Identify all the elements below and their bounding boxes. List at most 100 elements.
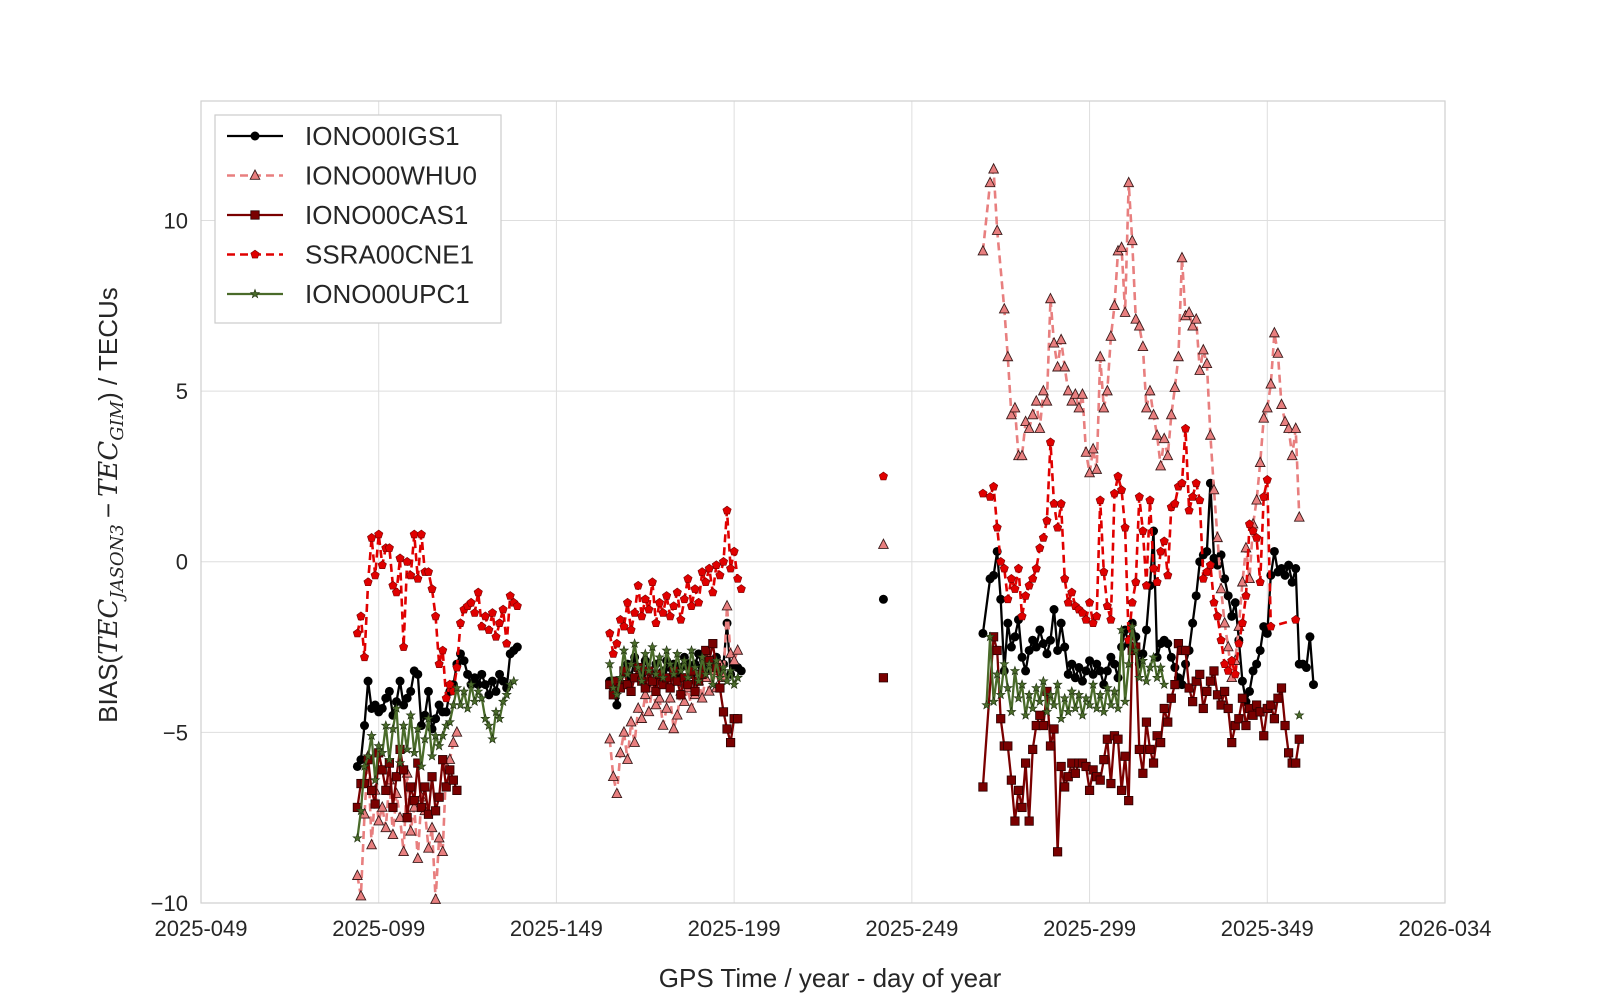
data-point-iono00upc1: [640, 648, 651, 659]
data-point-iono00whu0: [664, 691, 676, 703]
data-point-iono00igs1: [1202, 546, 1212, 556]
data-point-iono00whu0: [405, 824, 417, 836]
data-point-ssra00cne1: [1234, 638, 1244, 648]
data-point-iono00cas1: [430, 806, 441, 816]
data-point-iono00cas1: [1291, 758, 1301, 768]
data-point-iono00cas1: [1188, 697, 1198, 707]
data-point-iono00cas1: [1049, 724, 1059, 734]
data-point-iono00upc1: [999, 658, 1010, 669]
x-tick-label: 2025-149: [510, 916, 603, 941]
data-point-iono00igs1: [431, 714, 441, 724]
data-point-iono00whu0: [643, 705, 655, 717]
data-point-ssra00cne1: [662, 591, 672, 600]
data-point-iono00whu0: [629, 736, 641, 747]
data-point-iono00whu0: [1279, 415, 1291, 427]
data-point-iono00cas1: [1084, 785, 1095, 795]
data-point-iono00igs1: [1063, 669, 1073, 679]
data-point-iono00igs1: [1003, 618, 1013, 628]
data-point-iono00cas1: [448, 775, 458, 785]
data-point-iono00igs1: [1287, 577, 1297, 587]
data-point-iono00igs1: [480, 680, 490, 690]
data-point-ssra00cne1: [1113, 471, 1123, 481]
data-point-iono00upc1: [732, 672, 743, 683]
data-point-iono00igs1: [363, 676, 373, 686]
data-point-iono00cas1: [1184, 683, 1194, 693]
data-point-iono00cas1: [1120, 751, 1130, 761]
data-point-iono00upc1: [1130, 644, 1141, 655]
data-point-iono00upc1: [604, 658, 615, 669]
data-point-ssra00cne1: [1149, 563, 1159, 573]
data-point-iono00igs1: [1095, 666, 1105, 676]
data-point-iono00cas1: [1106, 778, 1116, 789]
data-point-ssra00cne1: [1230, 669, 1240, 679]
data-point-iono00igs1: [1088, 669, 1098, 679]
data-point-ssra00cne1: [711, 560, 721, 570]
data-point-iono00cas1: [676, 690, 686, 700]
data-point-ssra00cne1: [726, 563, 736, 573]
data-point-ssra00cne1: [1131, 577, 1141, 587]
data-point-iono00upc1: [632, 662, 644, 672]
data-point-iono00whu0: [696, 691, 708, 703]
data-point-iono00upc1: [984, 631, 996, 642]
data-point-iono00upc1: [693, 675, 704, 686]
data-point-iono00whu0: [611, 787, 623, 799]
series-line-iono00cas1: [981, 635, 1301, 853]
data-point-ssra00cne1: [992, 522, 1002, 532]
data-point-iono00cas1: [725, 738, 736, 748]
data-point-iono00whu0: [430, 893, 442, 904]
data-point-ssra00cne1: [1255, 577, 1265, 587]
data-point-iono00whu0: [977, 244, 989, 256]
data-point-ssra00cne1: [352, 628, 362, 638]
data-point-ssra00cne1: [630, 608, 640, 617]
data-point-iono00upc1: [650, 668, 662, 679]
data-point-ssra00cne1: [665, 611, 675, 621]
x-tick-label: 2025-199: [688, 916, 781, 941]
data-point-iono00igs1: [1056, 618, 1066, 628]
data-point-ssra00cne1: [455, 618, 466, 628]
data-point-iono00upc1: [391, 702, 402, 713]
series-ssra00cne1: [352, 423, 1301, 703]
data-point-iono00upc1: [416, 761, 427, 771]
data-point-iono00whu0: [1087, 442, 1099, 454]
data-point-iono00whu0: [1069, 388, 1081, 399]
data-point-iono00upc1: [462, 702, 473, 713]
data-point-ssra00cne1: [487, 608, 497, 617]
data-point-iono00cas1: [420, 782, 430, 792]
data-point-iono00cas1: [1227, 738, 1237, 748]
data-point-iono00upc1: [1148, 651, 1159, 662]
data-point-ssra00cne1: [1042, 515, 1052, 525]
data-point-iono00whu0: [1290, 422, 1302, 433]
data-point-iono00whu0: [1101, 384, 1113, 396]
data-point-ssra00cne1: [878, 471, 888, 481]
data-point-ssra00cne1: [1127, 597, 1137, 607]
data-point-iono00whu0: [1201, 357, 1213, 369]
data-point-iono00whu0: [661, 701, 673, 713]
data-point-iono00cas1: [1141, 717, 1152, 727]
data-point-ssra00cne1: [1102, 601, 1112, 610]
data-point-iono00upc1: [1031, 682, 1042, 693]
data-point-iono00igs1: [1113, 673, 1123, 683]
data-point-ssra00cne1: [708, 587, 718, 597]
data-point-iono00cas1: [878, 673, 889, 683]
data-point-iono00upc1: [611, 689, 623, 700]
data-point-ssra00cne1: [651, 618, 661, 628]
data-point-ssra00cne1: [1252, 533, 1262, 542]
data-point-iono00upc1: [718, 662, 729, 672]
data-point-iono00whu0: [1169, 381, 1181, 392]
data-point-iono00upc1: [1080, 692, 1092, 703]
data-point-iono00igs1: [1284, 560, 1294, 570]
data-point-iono00cas1: [1148, 758, 1159, 768]
data-point-iono00upc1: [728, 679, 740, 690]
data-point-iono00cas1: [992, 645, 1002, 656]
data-point-iono00cas1: [1124, 796, 1134, 806]
data-point-iono00upc1: [455, 699, 466, 710]
data-point-iono00cas1: [1095, 775, 1105, 785]
data-point-iono00upc1: [707, 679, 719, 690]
data-point-iono00whu0: [1162, 449, 1174, 461]
data-point-iono00upc1: [433, 740, 445, 751]
data-point-iono00igs1: [359, 721, 369, 731]
data-point-iono00igs1: [381, 693, 391, 703]
data-point-iono00cas1: [1116, 785, 1127, 795]
data-point-iono00igs1: [878, 594, 888, 604]
data-point-iono00upc1: [501, 689, 512, 700]
